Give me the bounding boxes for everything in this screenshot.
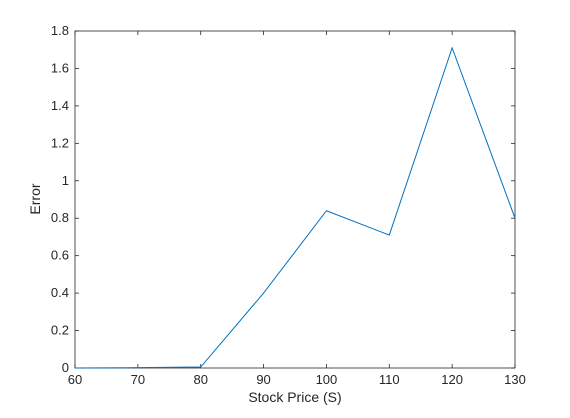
x-tick-label: 130 — [504, 372, 526, 387]
y-tick-label: 0 — [62, 360, 69, 375]
x-tick-label: 70 — [131, 372, 145, 387]
x-tick-label: 80 — [193, 372, 207, 387]
x-tick-label: 120 — [441, 372, 463, 387]
y-tick-label: 0.8 — [51, 210, 69, 225]
x-tick-label: 100 — [316, 372, 338, 387]
y-tick-label: 1.2 — [51, 135, 69, 150]
axes-box — [75, 31, 515, 368]
y-tick-label: 1 — [62, 173, 69, 188]
y-tick-label: 0.4 — [51, 285, 69, 300]
x-tick-label: 60 — [68, 372, 82, 387]
x-tick-label: 90 — [256, 372, 270, 387]
x-axis-label: Stock Price (S) — [248, 389, 341, 405]
x-tick-label: 110 — [379, 372, 400, 387]
plot-area: 60 70 80 90 100 110 120 130 0 0.2 0.4 0.6 0.8 1 1.2 1.4… — [51, 23, 526, 387]
y-tick-label: 1.8 — [51, 23, 69, 38]
y-tick-label: 0.6 — [51, 248, 69, 263]
y-tick-label: 0.2 — [51, 323, 69, 338]
y-tick-label: 1.6 — [51, 60, 69, 75]
y-axis-label: Error — [27, 183, 43, 214]
y-tick-label: 1.4 — [51, 98, 69, 113]
